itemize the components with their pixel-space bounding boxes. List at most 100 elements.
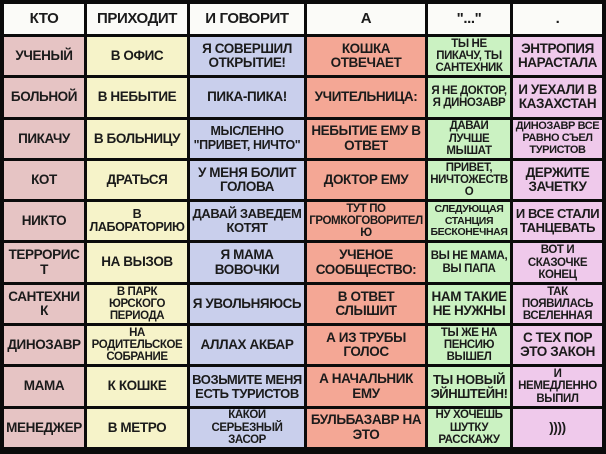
table-cell: КАКОЙ СЕРЬЕЗНЫЙ ЗАСОР: [190, 408, 304, 447]
table-cell: В ОФИС: [87, 37, 187, 76]
table-cell-label: МЫСЛЕННО "ПРИВЕТ, НИЧТО": [193, 124, 301, 152]
table-cell-label: УЧИТЕЛЬНИЦА:: [314, 89, 418, 105]
table-cell: НУ ХОЧЕШЬ ШУТКУ РАССКАЖУ: [428, 408, 510, 447]
table-cell: ТЕРРОРИСТ: [4, 243, 84, 282]
table-cell: ДРАТЬСЯ: [87, 160, 187, 200]
table-cell: В НЕБЫТИЕ: [87, 78, 187, 117]
table-cell-label: ДИНОЗАВР ВСЕ РАВНО СЪЕЛ ТУРИСТОВ: [515, 120, 600, 156]
header-cell: "...": [428, 4, 510, 34]
table-cell: УЧИТЕЛЬНИЦА:: [307, 78, 425, 117]
table-cell-label: НА ВЫЗОВ: [101, 254, 173, 270]
header-cell: А: [307, 4, 425, 34]
table-cell: В МЕТРО: [87, 408, 187, 447]
table-cell: ТЫ НЕ ПИКАЧУ, ТЫ САНТЕХНИК: [428, 37, 510, 76]
header-cell-label: КТО: [29, 9, 59, 27]
table-cell-label: ДРАТЬСЯ: [106, 171, 168, 187]
table-cell: И ВСЕ СТАЛИ ТАНЦЕВАТЬ: [513, 202, 602, 241]
table-cell: БУЛЬБАЗАВР НА ЭТО: [307, 408, 425, 447]
table-cell: ДЕРЖИТЕ ЗАЧЕТКУ: [513, 160, 602, 200]
header-cell-label: А: [360, 9, 372, 27]
table-cell: МАМА: [4, 367, 84, 406]
header-cell-label: И ГОВОРИТ: [205, 9, 289, 27]
table-cell: У МЕНЯ БОЛИТ ГОЛОВА: [190, 160, 304, 200]
table-cell-label: ДАВАЙ ЗАВЕДЕМ КОТЯТ: [192, 206, 302, 236]
header-cell: .: [513, 4, 602, 34]
table-cell-label: ВОЗЬМИТЕ МЕНЯ ЕСТЬ ТУРИСТОВ: [192, 371, 302, 401]
table-cell: ПИКАЧУ: [4, 119, 84, 158]
header-cell: ПРИХОДИТ: [87, 4, 187, 34]
table-cell-label: КОТ: [31, 171, 57, 187]
table-cell-label: ВЫ НЕ МАМА, ВЫ ПАПА: [430, 250, 508, 275]
table-cell-label: ТЫ НЕ ПИКАЧУ, ТЫ САНТЕХНИК: [435, 37, 503, 75]
table-cell-label: ТЕРРОРИСТ: [8, 247, 80, 277]
table-cell-label: ДИНОЗАВР: [7, 337, 81, 353]
table-cell: ДИНОЗАВР: [4, 326, 84, 365]
table-cell: НЕБЫТИЕ ЕМУ В ОТВЕТ: [307, 119, 425, 158]
table-cell: НАМ ТАКИЕ НЕ НУЖНЫ: [428, 284, 510, 324]
table-cell-label: И НЕМЕДЛЕННО ВЫПИЛ: [518, 368, 597, 405]
table-cell: В БОЛЬНИЦУ: [87, 119, 187, 158]
table-cell: ВЫ НЕ МАМА, ВЫ ПАПА: [428, 243, 510, 282]
table-cell-label: ТАК ПОЯВИЛАСЬ ВСЕЛЕННАЯ: [522, 285, 593, 323]
table-cell: В ЛАБОРАТОРИЮ: [87, 202, 187, 241]
table-cell-label: И ВСЕ СТАЛИ ТАНЦЕВАТЬ: [515, 206, 600, 236]
header-cell-label: ПРИХОДИТ: [96, 9, 178, 27]
header-cell: КТО: [4, 4, 84, 34]
table-cell: )))): [513, 408, 602, 447]
table-cell-label: Я УВОЛЬНЯЮСЬ: [192, 295, 302, 311]
table-cell-label: Я МАМА ВОВОЧКИ: [214, 247, 280, 277]
table-cell: МЫСЛЕННО "ПРИВЕТ, НИЧТО": [190, 119, 304, 158]
table-cell-label: НЕБЫТИЕ ЕМУ В ОТВЕТ: [311, 123, 421, 153]
table-cell: ДОКТОР ЕМУ: [307, 160, 425, 200]
table-cell-label: А НАЧАЛЬНИК ЕМУ: [319, 371, 413, 401]
table-cell-label: ВОТ И СКАЗОЧКЕ КОНЕЦ: [527, 244, 588, 281]
table-cell-label: ПИКА-ПИКА!: [207, 89, 287, 105]
table-cell-label: )))): [549, 419, 566, 435]
table-cell: Я МАМА ВОВОЧКИ: [190, 243, 304, 282]
table-cell: БОЛЬНОЙ: [4, 78, 84, 117]
table-cell-label: ТЫ НОВЫЙ ЭЙНШТЕЙН!: [430, 371, 508, 401]
table-cell-label: ДАВАЙ ЛУЧШЕ МЫШАТ: [446, 120, 492, 157]
table-cell: УЧЕНЫЙ: [4, 37, 84, 76]
table-cell: ДАВАЙ ЗАВЕДЕМ КОТЯТ: [190, 202, 304, 241]
table-cell-label: ДЕРЖИТЕ ЗАЧЕТКУ: [525, 164, 590, 195]
table-cell-label: И УЕХАЛИ В КАЗАХСТАН: [518, 82, 597, 112]
table-cell-label: БОЛЬНОЙ: [10, 89, 78, 105]
table-cell-label: БУЛЬБАЗАВР НА ЭТО: [310, 412, 422, 442]
table-cell-label: В ОФИС: [110, 47, 164, 63]
table-cell: С ТЕХ ПОР ЭТО ЗАКОН: [513, 326, 602, 365]
table-cell: ВОЗЬМИТЕ МЕНЯ ЕСТЬ ТУРИСТОВ: [190, 367, 304, 406]
table-cell: НА РОДИТЕЛЬСКОЕ СОБРАНИЕ: [87, 326, 187, 365]
table-cell-label: НИКТО: [21, 213, 67, 229]
table-cell: ТАК ПОЯВИЛАСЬ ВСЕЛЕННАЯ: [513, 284, 602, 324]
table-cell: В ПАРК ЮРСКОГО ПЕРИОДА: [87, 284, 187, 324]
table-cell-label: ТЫ ЖЕ НА ПЕНСИЮ ВЫШЕЛ: [440, 326, 498, 364]
table-cell-label: В ПАРК ЮРСКОГО ПЕРИОДА: [108, 285, 166, 323]
table-cell-label: А ИЗ ТРУБЫ ГОЛОС: [326, 329, 406, 360]
table-cell: ПИКА-ПИКА!: [190, 78, 304, 117]
table-cell: И УЕХАЛИ В КАЗАХСТАН: [513, 78, 602, 117]
table-cell: НА ВЫЗОВ: [87, 243, 187, 282]
table-cell-label: НА РОДИТЕЛЬСКОЕ СОБРАНИЕ: [91, 326, 183, 364]
table-cell: В ОТВЕТ СЛЫШИТ: [307, 284, 425, 324]
table-cell: Я УВОЛЬНЯЮСЬ: [190, 284, 304, 324]
table-cell-label: НАМ ТАКИЕ НЕ НУЖНЫ: [431, 288, 507, 318]
table-cell-label: НУ ХОЧЕШЬ ШУТКУ РАССКАЖУ: [435, 409, 503, 446]
table-cell-label: УЧЕНОЕ СООБЩЕСТВО:: [315, 247, 417, 277]
table-cell: КОТ: [4, 160, 84, 200]
header-cell-label: .: [555, 9, 560, 27]
table-cell: ВОТ И СКАЗОЧКЕ КОНЕЦ: [513, 243, 602, 282]
table-cell-label: В ОТВЕТ СЛЫШИТ: [335, 288, 397, 318]
table-cell-label: АЛЛАХ АКБАР: [200, 337, 294, 353]
header-cell-label: "...": [456, 9, 482, 27]
table-cell: А НАЧАЛЬНИК ЕМУ: [307, 367, 425, 406]
table-cell-label: ТУТ ПО ГРОМКОГОВОРИТЕЛЮ: [309, 202, 423, 240]
table-cell-label: УЧЕНЫЙ: [15, 47, 73, 63]
table-cell-label: Я СОВЕРШИЛ ОТКРЫТИЕ!: [202, 40, 292, 71]
table-cell-label: КАКОЙ СЕРЬЕЗНЫЙ ЗАСОР: [211, 409, 283, 446]
table-cell: ТУТ ПО ГРОМКОГОВОРИТЕЛЮ: [307, 202, 425, 241]
table-cell: СЛЕДУЮЩАЯ СТАНЦИЯ БЕСКОНЕЧНАЯ: [428, 202, 510, 241]
table-cell: НИКТО: [4, 202, 84, 241]
header-cell: И ГОВОРИТ: [190, 4, 304, 34]
